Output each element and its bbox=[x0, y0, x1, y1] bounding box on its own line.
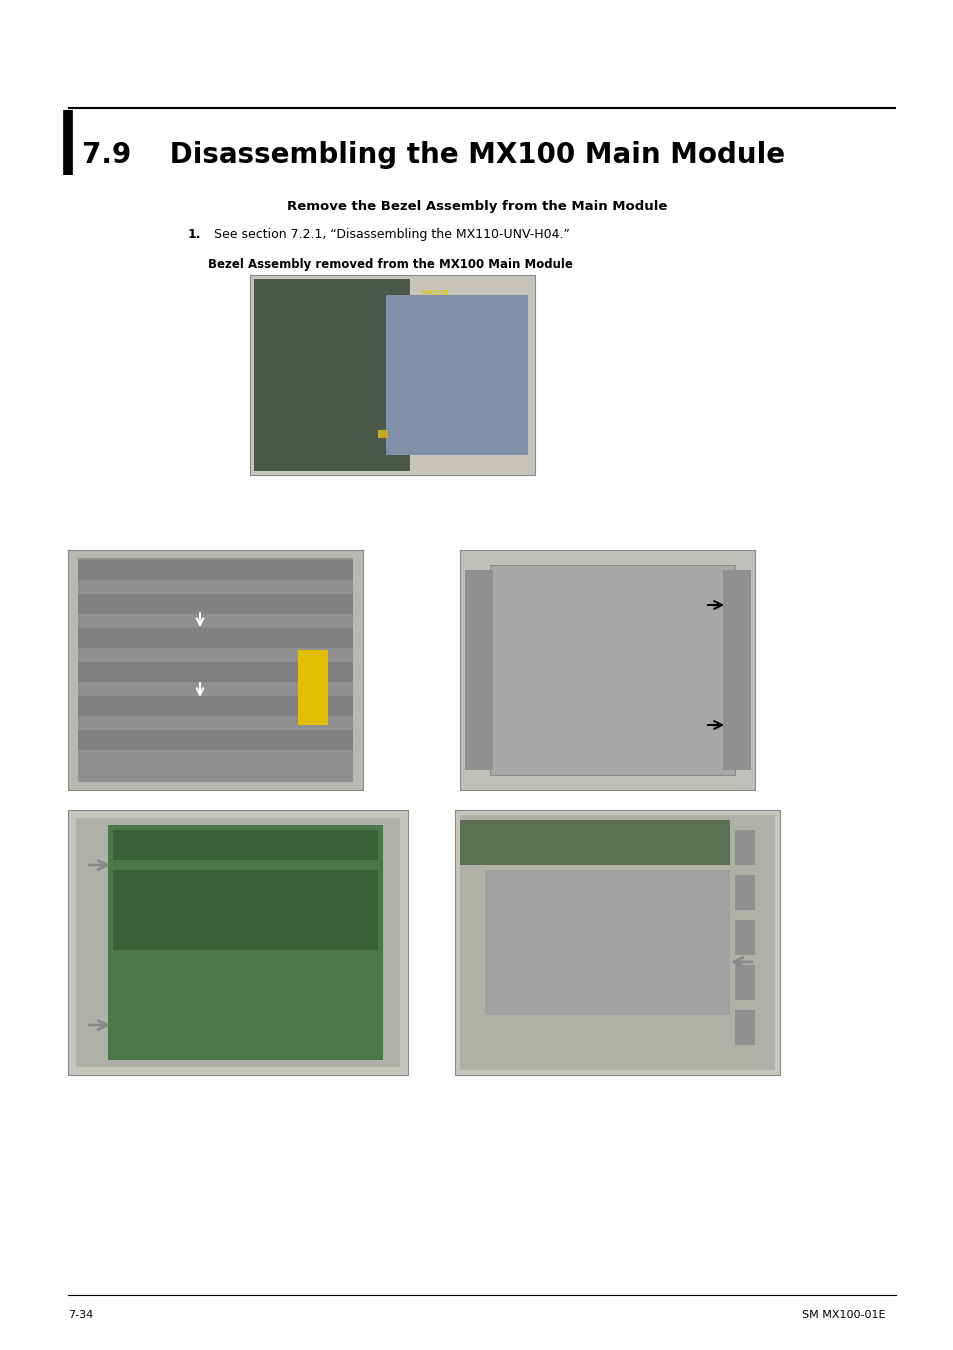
Bar bbox=[455, 810, 780, 1075]
Bar bbox=[377, 431, 388, 437]
Bar bbox=[78, 697, 353, 716]
Bar bbox=[386, 296, 527, 455]
Text: 1.: 1. bbox=[188, 228, 201, 242]
Bar bbox=[253, 279, 410, 471]
Text: MX100: MX100 bbox=[421, 290, 448, 296]
Bar bbox=[76, 818, 399, 1066]
Text: See section 7.2.1, “Disassembling the MX110-UNV-H04.”: See section 7.2.1, “Disassembling the MX… bbox=[202, 228, 569, 242]
Bar bbox=[734, 1010, 754, 1045]
Bar bbox=[108, 825, 382, 1060]
Bar bbox=[297, 649, 328, 725]
Bar bbox=[734, 919, 754, 954]
Bar bbox=[78, 560, 353, 580]
Bar bbox=[78, 730, 353, 751]
Bar bbox=[78, 558, 353, 782]
Text: Bezel Assembly removed from the MX100 Main Module: Bezel Assembly removed from the MX100 Ma… bbox=[208, 258, 572, 271]
Bar bbox=[459, 819, 729, 865]
Bar bbox=[459, 815, 774, 1071]
Text: Remove the Bezel Assembly from the Main Module: Remove the Bezel Assembly from the Main … bbox=[287, 200, 666, 213]
Bar bbox=[78, 662, 353, 682]
Bar bbox=[250, 275, 535, 475]
Bar bbox=[734, 830, 754, 865]
Bar bbox=[722, 570, 750, 769]
Bar bbox=[490, 566, 734, 775]
Text: 7-34: 7-34 bbox=[68, 1310, 93, 1320]
Bar bbox=[112, 869, 377, 950]
Bar bbox=[78, 628, 353, 648]
Bar bbox=[68, 549, 363, 790]
Bar bbox=[68, 810, 408, 1075]
Text: 7.9    Disassembling the MX100 Main Module: 7.9 Disassembling the MX100 Main Module bbox=[82, 140, 784, 169]
Bar bbox=[112, 830, 377, 860]
Text: SM MX100-01E: SM MX100-01E bbox=[801, 1310, 885, 1320]
Bar bbox=[734, 875, 754, 910]
Bar bbox=[734, 965, 754, 1000]
Bar bbox=[484, 869, 729, 1015]
Bar bbox=[464, 570, 493, 769]
Bar bbox=[78, 594, 353, 614]
Bar bbox=[459, 549, 754, 790]
